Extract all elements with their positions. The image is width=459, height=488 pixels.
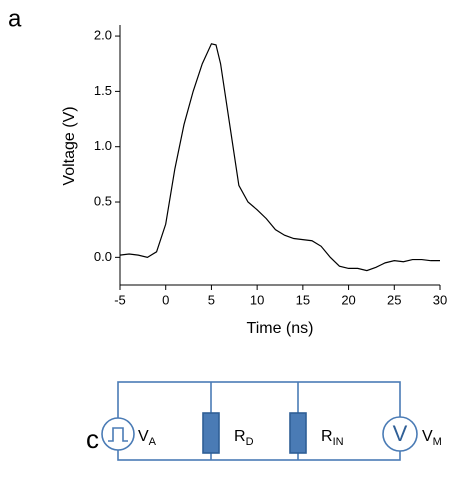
component-label: RIN <box>321 428 344 448</box>
y-tick-label: 0.0 <box>94 249 112 264</box>
circuit <box>101 381 418 461</box>
x-tick-label: 20 <box>341 292 355 307</box>
y-axis-label: Voltage (V) <box>61 106 78 185</box>
y-tick-label: 1.0 <box>94 138 112 153</box>
x-tick-label: 0 <box>162 292 169 307</box>
y-tick-label: 2.0 <box>94 28 112 43</box>
x-tick-label: -5 <box>114 292 126 307</box>
x-tick-label: 25 <box>387 292 401 307</box>
x-tick-label: 30 <box>433 292 447 307</box>
label-sub: A <box>149 436 157 448</box>
resistor <box>289 412 307 454</box>
meter-letter: V <box>393 421 408 446</box>
x-tick-label: 10 <box>250 292 264 307</box>
label-sub: IN <box>333 436 344 448</box>
pulse-icon <box>108 427 128 442</box>
component-label: RD <box>234 428 254 448</box>
x-tick-label: 15 <box>296 292 310 307</box>
y-tick-label: 0.5 <box>94 193 112 208</box>
x-tick-label: 5 <box>208 292 215 307</box>
panel-label: c <box>86 424 99 454</box>
panel-label: a <box>8 5 22 32</box>
meter-symbol <box>382 416 418 452</box>
label-sub: D <box>246 436 254 448</box>
label-main: R <box>321 428 333 445</box>
label-sub: M <box>433 436 442 448</box>
component-label: VM <box>422 428 442 448</box>
label-main: R <box>234 428 246 445</box>
resistor <box>202 412 220 454</box>
wire <box>117 381 401 461</box>
component-label: VA <box>138 428 157 448</box>
label-main: V <box>138 428 149 445</box>
x-axis-label: Time (ns) <box>247 320 314 337</box>
source-symbol <box>101 417 135 451</box>
data-line <box>119 43 440 272</box>
label-main: V <box>422 428 433 445</box>
y-tick-label: 1.5 <box>94 83 112 98</box>
